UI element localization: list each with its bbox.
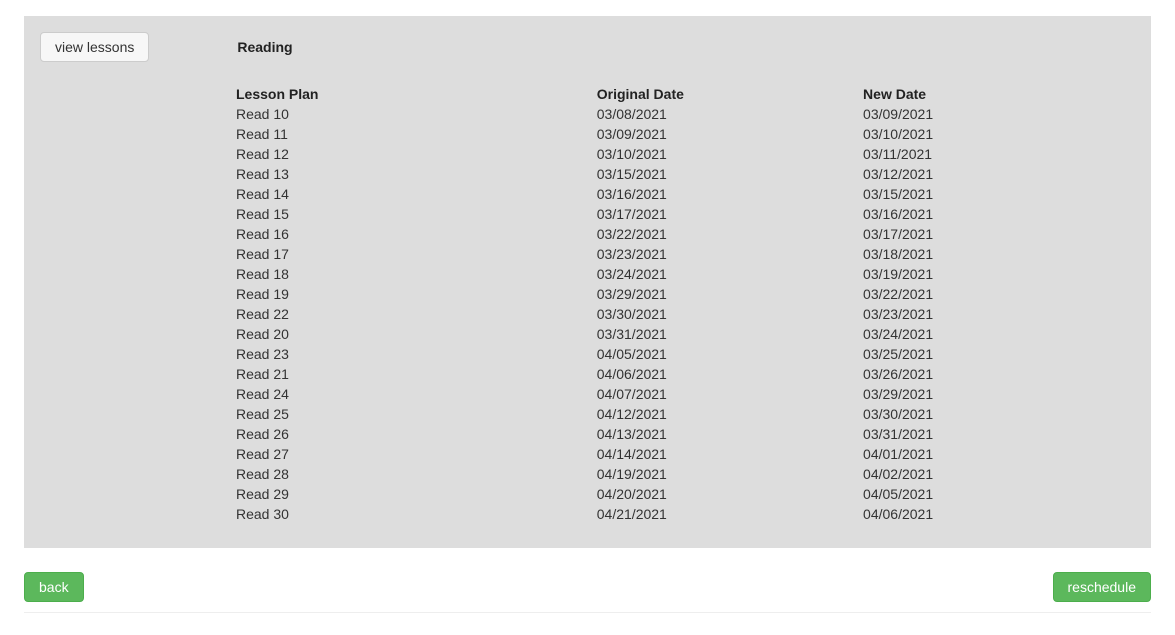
cell-new-date: 04/01/2021 — [863, 444, 1095, 464]
cell-original-date: 04/13/2021 — [597, 424, 863, 444]
section-title: Reading — [237, 39, 292, 55]
cell-original-date: 03/22/2021 — [597, 224, 863, 244]
table-row: Read 2203/30/202103/23/2021 — [236, 304, 1095, 324]
cell-new-date: 03/29/2021 — [863, 384, 1095, 404]
cell-lesson-name: Read 13 — [236, 164, 597, 184]
footer-divider — [24, 612, 1151, 613]
cell-new-date: 04/06/2021 — [863, 504, 1095, 524]
table-row: Read 2304/05/202103/25/2021 — [236, 344, 1095, 364]
cell-original-date: 03/23/2021 — [597, 244, 863, 264]
cell-lesson-name: Read 14 — [236, 184, 597, 204]
cell-new-date: 04/02/2021 — [863, 464, 1095, 484]
cell-original-date: 03/08/2021 — [597, 104, 863, 124]
table-row: Read 2604/13/202103/31/2021 — [236, 424, 1095, 444]
cell-lesson-name: Read 22 — [236, 304, 597, 324]
cell-lesson-name: Read 10 — [236, 104, 597, 124]
cell-original-date: 03/10/2021 — [597, 144, 863, 164]
cell-new-date: 03/09/2021 — [863, 104, 1095, 124]
cell-original-date: 03/31/2021 — [597, 324, 863, 344]
cell-new-date: 03/17/2021 — [863, 224, 1095, 244]
cell-lesson-name: Read 30 — [236, 504, 597, 524]
table-row: Read 1103/09/202103/10/2021 — [236, 124, 1095, 144]
cell-original-date: 04/20/2021 — [597, 484, 863, 504]
cell-lesson-name: Read 18 — [236, 264, 597, 284]
table-row: Read 2404/07/202103/29/2021 — [236, 384, 1095, 404]
column-header-original: Original Date — [597, 84, 863, 104]
cell-original-date: 03/24/2021 — [597, 264, 863, 284]
cell-new-date: 03/15/2021 — [863, 184, 1095, 204]
lesson-table-holder: Lesson Plan Original Date New Date Read … — [236, 84, 1095, 524]
table-row: Read 2904/20/202104/05/2021 — [236, 484, 1095, 504]
cell-original-date: 04/14/2021 — [597, 444, 863, 464]
table-row: Read 1303/15/202103/12/2021 — [236, 164, 1095, 184]
column-header-new: New Date — [863, 84, 1095, 104]
cell-lesson-name: Read 20 — [236, 324, 597, 344]
view-lessons-button[interactable]: view lessons — [40, 32, 149, 62]
cell-original-date: 03/17/2021 — [597, 204, 863, 224]
cell-new-date: 04/05/2021 — [863, 484, 1095, 504]
lesson-table: Lesson Plan Original Date New Date Read … — [236, 84, 1095, 524]
cell-lesson-name: Read 19 — [236, 284, 597, 304]
cell-original-date: 04/12/2021 — [597, 404, 863, 424]
cell-lesson-name: Read 26 — [236, 424, 597, 444]
reschedule-button[interactable]: reschedule — [1053, 572, 1152, 602]
cell-original-date: 04/05/2021 — [597, 344, 863, 364]
cell-lesson-name: Read 27 — [236, 444, 597, 464]
cell-new-date: 03/26/2021 — [863, 364, 1095, 384]
cell-original-date: 04/06/2021 — [597, 364, 863, 384]
table-row: Read 2504/12/202103/30/2021 — [236, 404, 1095, 424]
cell-original-date: 03/15/2021 — [597, 164, 863, 184]
cell-lesson-name: Read 23 — [236, 344, 597, 364]
cell-new-date: 03/10/2021 — [863, 124, 1095, 144]
cell-new-date: 03/18/2021 — [863, 244, 1095, 264]
cell-lesson-name: Read 28 — [236, 464, 597, 484]
cell-lesson-name: Read 16 — [236, 224, 597, 244]
cell-original-date: 04/21/2021 — [597, 504, 863, 524]
cell-lesson-name: Read 21 — [236, 364, 597, 384]
cell-original-date: 03/09/2021 — [597, 124, 863, 144]
table-row: Read 1003/08/202103/09/2021 — [236, 104, 1095, 124]
table-row: Read 2003/31/202103/24/2021 — [236, 324, 1095, 344]
cell-lesson-name: Read 17 — [236, 244, 597, 264]
cell-new-date: 03/12/2021 — [863, 164, 1095, 184]
table-row: Read 1703/23/202103/18/2021 — [236, 244, 1095, 264]
reschedule-panel: view lessons Reading Lesson Plan Origina… — [24, 16, 1151, 548]
cell-new-date: 03/22/2021 — [863, 284, 1095, 304]
cell-original-date: 03/29/2021 — [597, 284, 863, 304]
cell-lesson-name: Read 29 — [236, 484, 597, 504]
table-row: Read 1403/16/202103/15/2021 — [236, 184, 1095, 204]
table-row: Read 1603/22/202103/17/2021 — [236, 224, 1095, 244]
cell-new-date: 03/25/2021 — [863, 344, 1095, 364]
back-button[interactable]: back — [24, 572, 84, 602]
cell-new-date: 03/11/2021 — [863, 144, 1095, 164]
table-row: Read 3004/21/202104/06/2021 — [236, 504, 1095, 524]
cell-new-date: 03/24/2021 — [863, 324, 1095, 344]
cell-original-date: 03/16/2021 — [597, 184, 863, 204]
cell-original-date: 04/07/2021 — [597, 384, 863, 404]
cell-lesson-name: Read 25 — [236, 404, 597, 424]
cell-new-date: 03/30/2021 — [863, 404, 1095, 424]
cell-new-date: 03/31/2021 — [863, 424, 1095, 444]
table-row: Read 1503/17/202103/16/2021 — [236, 204, 1095, 224]
cell-new-date: 03/16/2021 — [863, 204, 1095, 224]
cell-new-date: 03/19/2021 — [863, 264, 1095, 284]
column-header-name: Lesson Plan — [236, 84, 597, 104]
table-row: Read 1903/29/202103/22/2021 — [236, 284, 1095, 304]
cell-lesson-name: Read 11 — [236, 124, 597, 144]
cell-lesson-name: Read 12 — [236, 144, 597, 164]
cell-original-date: 03/30/2021 — [597, 304, 863, 324]
cell-lesson-name: Read 15 — [236, 204, 597, 224]
table-row: Read 1803/24/202103/19/2021 — [236, 264, 1095, 284]
table-row: Read 2804/19/202104/02/2021 — [236, 464, 1095, 484]
table-row: Read 2104/06/202103/26/2021 — [236, 364, 1095, 384]
cell-original-date: 04/19/2021 — [597, 464, 863, 484]
footer-row: back reschedule — [0, 548, 1175, 612]
cell-new-date: 03/23/2021 — [863, 304, 1095, 324]
cell-lesson-name: Read 24 — [236, 384, 597, 404]
table-row: Read 1203/10/202103/11/2021 — [236, 144, 1095, 164]
table-row: Read 2704/14/202104/01/2021 — [236, 444, 1095, 464]
